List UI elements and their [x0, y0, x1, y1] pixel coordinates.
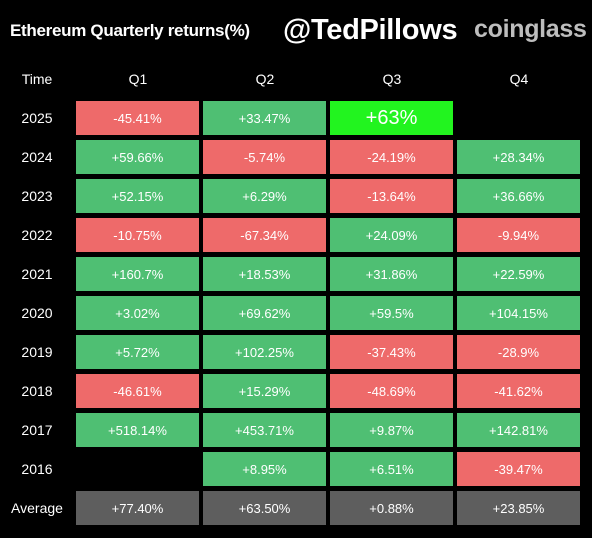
return-cell: +160.7% — [76, 257, 199, 291]
return-cell: -24.19% — [330, 140, 453, 174]
column-header-q2: Q2 — [255, 70, 275, 87]
return-cell: +142.81% — [457, 413, 580, 447]
average-row: Average +77.40% +63.50% +0.88% +23.85% — [0, 489, 592, 528]
return-cell: -10.75% — [76, 218, 199, 252]
return-cell: +59.5% — [330, 296, 453, 330]
year-label: 2016 — [21, 460, 53, 477]
return-cell: +453.71% — [203, 413, 326, 447]
year-label: 2024 — [21, 148, 53, 165]
return-cell: +52.15% — [76, 179, 199, 213]
table-row: 2019 +5.72% +102.25% -37.43% -28.9% — [0, 333, 592, 372]
return-cell: +22.59% — [457, 257, 580, 291]
table-row: 2018 -46.61% +15.29% -48.69% -41.62% — [0, 372, 592, 411]
return-cell: +18.53% — [203, 257, 326, 291]
return-cell: +36.66% — [457, 179, 580, 213]
return-cell: +9.87% — [330, 413, 453, 447]
return-cell: -46.61% — [76, 374, 199, 408]
year-label: 2021 — [21, 265, 53, 282]
header-row: Time Q1 Q2 Q3 Q4 — [0, 60, 592, 99]
return-cell: -48.69% — [330, 374, 453, 408]
table-row: 2024 +59.66% -5.74% -24.19% +28.34% — [0, 138, 592, 177]
brand-logo: coinglass — [474, 15, 587, 43]
return-cell: -41.62% — [457, 374, 580, 408]
return-cell: +33.47% — [203, 101, 326, 135]
table-row: 2017 +518.14% +453.71% +9.87% +142.81% — [0, 411, 592, 450]
return-cell: -67.34% — [203, 218, 326, 252]
empty-cell — [76, 452, 199, 486]
return-cell: +5.72% — [76, 335, 199, 369]
average-cell: +77.40% — [76, 491, 199, 525]
average-label: Average — [11, 499, 63, 516]
return-cell: +8.95% — [203, 452, 326, 486]
table-row: 2025 -45.41% +33.47% +63% — [0, 99, 592, 138]
return-cell: +518.14% — [76, 413, 199, 447]
year-label: 2023 — [21, 187, 53, 204]
return-cell: +69.62% — [203, 296, 326, 330]
author-handle: @TedPillows — [283, 14, 458, 46]
column-header-q4: Q4 — [509, 70, 529, 87]
return-cell: +104.15% — [457, 296, 580, 330]
average-cell: +23.85% — [457, 491, 580, 525]
year-label: 2018 — [21, 382, 53, 399]
table-row: 2021 +160.7% +18.53% +31.86% +22.59% — [0, 255, 592, 294]
return-cell: -9.94% — [457, 218, 580, 252]
table-row: 2023 +52.15% +6.29% -13.64% +36.66% — [0, 177, 592, 216]
year-label: 2020 — [21, 304, 53, 321]
column-header-time: Time — [21, 70, 53, 87]
chart-title: Ethereum Quarterly returns(%) — [10, 21, 250, 40]
year-label: 2025 — [21, 109, 53, 126]
table-row: 2016 +8.95% +6.51% -39.47% — [0, 450, 592, 489]
return-cell: +63% — [330, 101, 453, 135]
year-label: 2017 — [21, 421, 53, 438]
return-cell: -37.43% — [330, 335, 453, 369]
return-cell: +15.29% — [203, 374, 326, 408]
return-cell: -45.41% — [76, 101, 199, 135]
table-row: 2020 +3.02% +69.62% +59.5% +104.15% — [0, 294, 592, 333]
return-cell: +24.09% — [330, 218, 453, 252]
return-cell: +6.29% — [203, 179, 326, 213]
return-cell: +59.66% — [76, 140, 199, 174]
chart-header: Ethereum Quarterly returns(%) @TedPillow… — [0, 0, 592, 66]
return-cell: +31.86% — [330, 257, 453, 291]
return-cell: +3.02% — [76, 296, 199, 330]
return-cell: +28.34% — [457, 140, 580, 174]
return-cell: +6.51% — [330, 452, 453, 486]
average-cell: +0.88% — [330, 491, 453, 525]
year-label: 2019 — [21, 343, 53, 360]
column-header-q3: Q3 — [382, 70, 402, 87]
table-row: 2022 -10.75% -67.34% +24.09% -9.94% — [0, 216, 592, 255]
year-label: 2022 — [21, 226, 53, 243]
return-cell: -28.9% — [457, 335, 580, 369]
column-header-q1: Q1 — [128, 70, 148, 87]
return-cell: -13.64% — [330, 179, 453, 213]
return-cell: -39.47% — [457, 452, 580, 486]
return-cell: +102.25% — [203, 335, 326, 369]
return-cell: -5.74% — [203, 140, 326, 174]
average-cell: +63.50% — [203, 491, 326, 525]
empty-cell — [457, 101, 580, 135]
